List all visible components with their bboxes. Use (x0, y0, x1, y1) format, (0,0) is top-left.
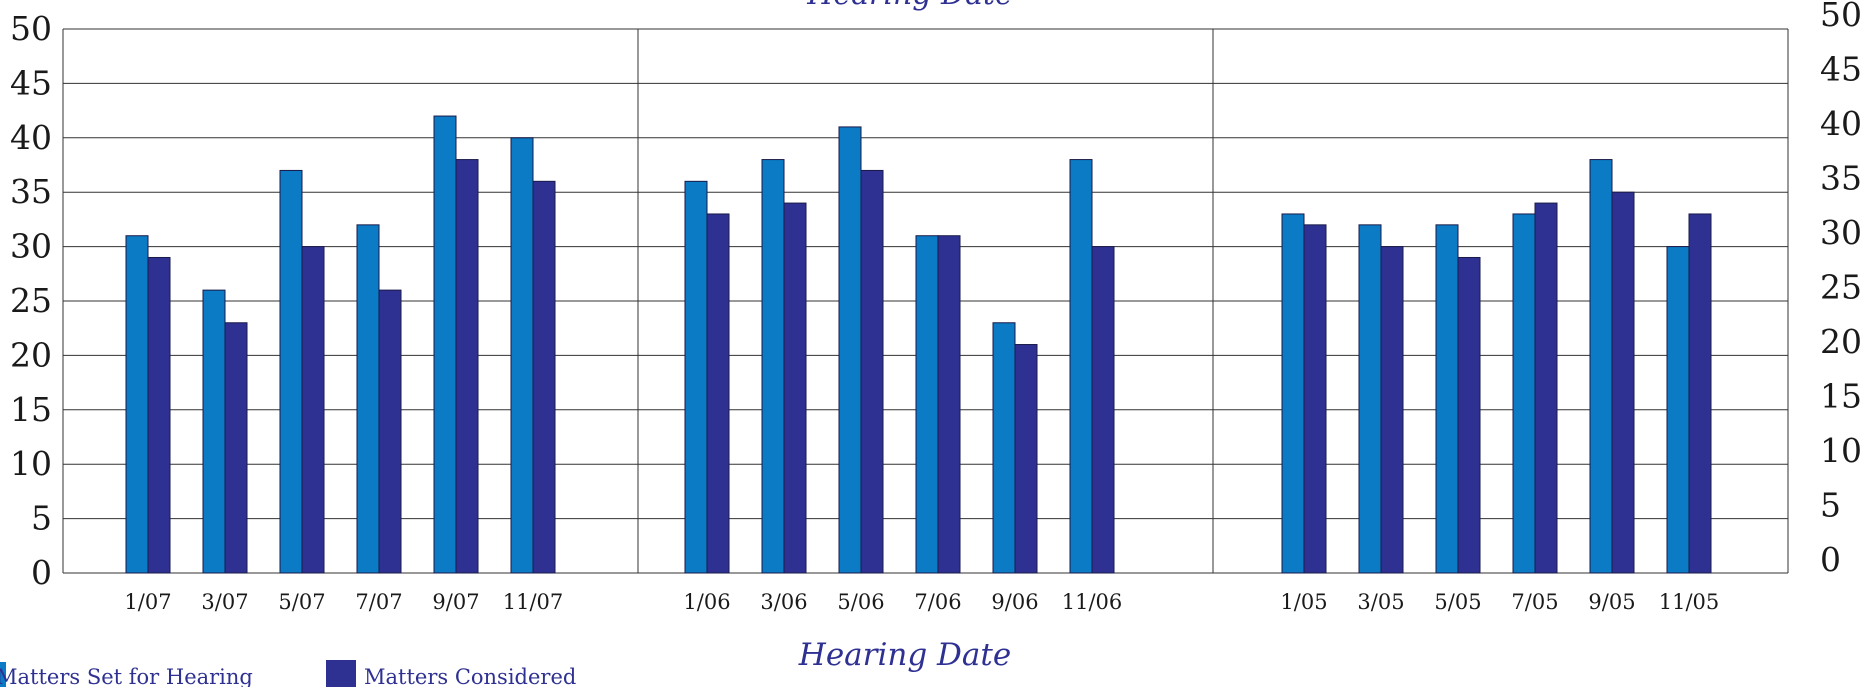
bar-set-for-hearing-5-07 (279, 169, 303, 574)
bar-set-for-hearing-9-05 (1589, 159, 1613, 574)
bar-set-for-hearing-1-05 (1281, 213, 1305, 574)
x-tick-label: 11/05 (1659, 590, 1720, 614)
bar-considered-5-05 (1457, 256, 1481, 574)
x-tick-label: 1/06 (683, 590, 730, 614)
y-tick-label-right: 10 (1820, 431, 1862, 470)
x-tick-label: 3/05 (1357, 590, 1404, 614)
x-tick-label: 3/06 (760, 590, 807, 614)
y-axis-left: 0 5 10 15 20 25 30 35 40 45 50 (10, 9, 52, 592)
bar-considered-3-07 (224, 322, 248, 574)
bar-set-for-hearing-3-07 (202, 289, 226, 574)
group-dividers (637, 29, 1214, 573)
bar-set-for-hearing-3-05 (1358, 224, 1382, 574)
bar-considered-7-07 (378, 289, 402, 574)
bar-set-for-hearing-1-06 (684, 180, 708, 574)
bar-considered-3-05 (1380, 246, 1404, 574)
bar-set-for-hearing-11-05 (1666, 246, 1690, 574)
bar-considered-11-06 (1091, 246, 1115, 574)
y-tick-label-right: 15 (1820, 377, 1862, 416)
y-tick-label-right: 5 (1820, 486, 1841, 525)
y-axis-right: 0 5 10 15 20 25 30 35 40 45 50 (1820, 0, 1862, 579)
bar-set-for-hearing-7-07 (356, 224, 380, 574)
bar-considered-9-06 (1014, 344, 1038, 574)
bar-set-for-hearing-1-07 (125, 235, 149, 574)
bar-set-for-hearing-5-05 (1435, 224, 1459, 574)
x-tick-label: 3/07 (201, 590, 248, 614)
x-tick-label: 9/07 (432, 590, 479, 614)
bar-considered-11-07 (532, 180, 556, 574)
y-tick-label-right: 25 (1820, 268, 1862, 307)
bar-considered-1-05 (1303, 224, 1327, 574)
chart-bars (125, 115, 1712, 574)
legend-label-considered: Matters Considered (364, 665, 576, 687)
y-tick-label-right: 30 (1820, 213, 1862, 252)
bar-set-for-hearing-9-07 (433, 115, 457, 574)
bar-considered-3-06 (783, 202, 807, 574)
y-tick-label-right: 45 (1820, 50, 1862, 89)
chart-legend: Matters Set for Hearing Matters Considere… (0, 660, 576, 687)
bar-set-for-hearing-9-06 (992, 322, 1016, 574)
y-tick-label-left: 40 (10, 118, 52, 157)
bar-considered-1-06 (706, 213, 730, 574)
bar-considered-1-07 (147, 256, 171, 574)
bar-set-for-hearing-7-06 (915, 235, 939, 574)
bar-considered-7-06 (937, 235, 961, 574)
bar-considered-5-06 (860, 169, 884, 574)
y-tick-label-left: 20 (10, 335, 52, 374)
bar-set-for-hearing-5-06 (838, 126, 862, 574)
y-tick-label-right: 50 (1820, 0, 1862, 34)
x-tick-label: 5/07 (278, 590, 325, 614)
y-tick-label-right: 20 (1820, 322, 1862, 361)
legend-swatch-set-for-hearing (0, 662, 6, 687)
bar-considered-9-07 (455, 159, 479, 574)
legend-label-set-for-hearing: Matters Set for Hearing (0, 665, 253, 687)
y-tick-label-left: 45 (10, 63, 52, 102)
chart-title-partial: Hearing Date (806, 0, 1013, 12)
bar-set-for-hearing-11-07 (510, 137, 534, 574)
y-tick-label-left: 10 (10, 444, 52, 483)
bar-considered-11-05 (1688, 213, 1712, 574)
x-tick-label: 11/07 (503, 590, 564, 614)
bar-set-for-hearing-11-06 (1069, 159, 1093, 574)
bar-set-for-hearing-3-06 (761, 159, 785, 574)
legend-swatch-considered (326, 660, 356, 687)
bar-set-for-hearing-7-05 (1512, 213, 1536, 574)
x-tick-label: 5/05 (1434, 590, 1481, 614)
y-tick-label-right: 35 (1820, 159, 1862, 198)
x-tick-label: 9/05 (1588, 590, 1635, 614)
y-tick-label-left: 25 (10, 281, 52, 320)
x-tick-label: 7/05 (1511, 590, 1558, 614)
y-tick-label-left: 5 (31, 499, 52, 538)
y-tick-label-right: 40 (1820, 104, 1862, 143)
x-tick-label: 11/06 (1062, 590, 1123, 614)
x-tick-label: 7/06 (914, 590, 961, 614)
x-tick-label: 5/06 (837, 590, 884, 614)
x-axis-label: Hearing Date (798, 637, 1011, 673)
x-axis: 1/07 3/07 5/07 7/07 9/07 11/07 1/06 3/06 5/06 7/0… (124, 590, 1719, 614)
bar-considered-7-05 (1534, 202, 1558, 574)
y-tick-label-left: 15 (10, 390, 52, 429)
y-tick-label-right: 0 (1820, 540, 1841, 579)
x-tick-label: 7/07 (355, 590, 402, 614)
y-tick-label-left: 50 (10, 9, 52, 48)
x-tick-label: 9/06 (991, 590, 1038, 614)
x-tick-label: 1/07 (124, 590, 171, 614)
y-tick-label-left: 35 (10, 172, 52, 211)
bar-considered-9-05 (1611, 191, 1635, 574)
bar-considered-5-07 (301, 246, 325, 574)
y-tick-label-left: 0 (31, 553, 52, 592)
y-tick-label-left: 30 (10, 227, 52, 266)
x-tick-label: 1/05 (1280, 590, 1327, 614)
